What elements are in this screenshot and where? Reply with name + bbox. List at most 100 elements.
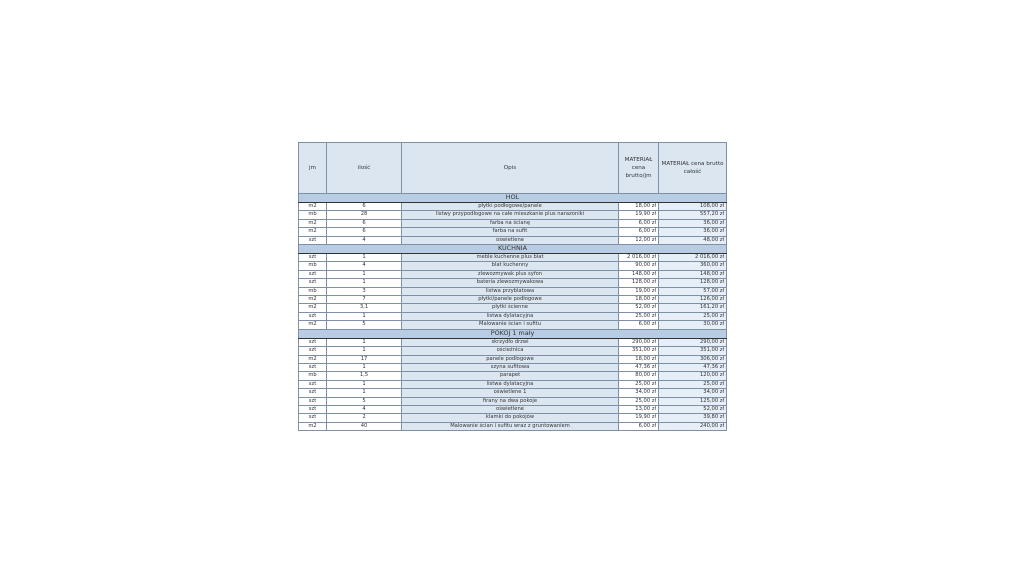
cell-total: 57,00 zł xyxy=(658,286,727,297)
cell-jm: szt xyxy=(298,253,327,263)
cell-description: płytki podłogowe/panele xyxy=(401,201,619,212)
cell-jm: m2 xyxy=(298,354,327,364)
table-row: szt 1 ościeżnica 351,00 zł 351,00 zł xyxy=(298,346,727,356)
cell-quantity: 6 xyxy=(326,218,402,229)
cell-description: blat kuchenny xyxy=(401,261,619,271)
cell-description: panele podłogowe xyxy=(401,354,619,364)
table-row: szt 4 oświetlene 12,00 zł 48,00 zł xyxy=(298,235,727,246)
cell-unit-price: 34,00 zł xyxy=(618,388,659,398)
cell-unit-price: 90,00 zł xyxy=(618,261,659,271)
cell-unit-price: 148,00 zł xyxy=(618,269,659,280)
table-row: szt 1 skrzydło drzwi 290,00 zł 290,00 zł xyxy=(298,337,727,348)
header-row: jm ilość Opis MATERIAŁ cena brutto/jm MA… xyxy=(298,142,727,194)
cell-total: 126,00 zł xyxy=(658,295,727,305)
cell-unit-price: 128,00 zł xyxy=(618,278,659,288)
cell-total: 125,00 zł xyxy=(658,396,727,406)
header-total-price: MATERIAŁ cena brutto całość xyxy=(658,142,727,194)
cell-jm: szt xyxy=(298,396,327,406)
cell-jm: szt xyxy=(298,311,327,322)
table-row: mb 4 blat kuchenny 90,00 zł 360,00 zł xyxy=(298,261,727,271)
cell-jm: mb xyxy=(298,261,327,271)
cell-description: meble kuchenne plus blat xyxy=(401,253,619,263)
table-row: szt 1 listwa dylatacyjna 25,00 zł 25,00 zł xyxy=(298,379,727,390)
table-row: szt 4 oświetlene 13,00 zł 52,00 zł xyxy=(298,404,727,415)
cell-unit-price: 2 016,00 zł xyxy=(618,253,659,263)
cell-total: 36,00 zł xyxy=(658,218,727,229)
cell-description: listwa dylatacyjna xyxy=(401,379,619,390)
cell-description: Malowanie ścian i sufitu wraz z gruntowa… xyxy=(401,421,619,432)
cell-quantity: 3,1 xyxy=(326,303,402,313)
cell-total: 47,36 zł xyxy=(658,362,727,373)
section-title: KUCHNIA xyxy=(298,244,727,255)
cell-description: oświetlene xyxy=(401,404,619,415)
cell-quantity: 1 xyxy=(326,379,402,390)
cell-quantity: 1 xyxy=(326,337,402,348)
cell-quantity: 28 xyxy=(326,210,402,220)
cell-unit-price: 18,00 zł xyxy=(618,295,659,305)
cell-description: firany na dwa pokoje xyxy=(401,396,619,406)
cell-description: skrzydło drzwi xyxy=(401,337,619,348)
cell-jm: szt xyxy=(298,379,327,390)
table-row: szt 1 meble kuchenne plus blat 2 016,00 zł 2… xyxy=(298,253,727,263)
cell-jm: mb xyxy=(298,210,327,220)
section-title: POKÓJ 1 mały xyxy=(298,328,727,339)
table-row: szt 1 listwa dylatacyjna 25,00 zł 25,00 zł xyxy=(298,311,727,322)
cell-total: 108,00 zł xyxy=(658,201,727,212)
cell-unit-price: 351,00 zł xyxy=(618,346,659,356)
cell-jm: m2 xyxy=(298,421,327,432)
cell-unit-price: 19,90 zł xyxy=(618,210,659,220)
cell-total: 120,00 zł xyxy=(658,371,727,381)
cell-unit-price: 6,00 zł xyxy=(618,320,659,330)
cell-quantity: 40 xyxy=(326,421,402,432)
cell-jm: szt xyxy=(298,337,327,348)
table-row: m2 5 Malowanie ścian i sufitu 6,00 zł 30,00 … xyxy=(298,320,727,330)
cell-jm: m2 xyxy=(298,227,327,237)
table-row: m2 40 Malowanie ścian i sufitu wraz z grun… xyxy=(298,421,727,432)
cell-unit-price: 47,36 zł xyxy=(618,362,659,373)
cell-total: 36,00 zł xyxy=(658,227,727,237)
cost-table: jm ilość Opis MATERIAŁ cena brutto/jm MA… xyxy=(298,142,727,432)
cell-quantity: 6 xyxy=(326,227,402,237)
cell-jm: szt xyxy=(298,346,327,356)
table-row: szt 2 klamki do pokojów 19,90 zł 39,80 zł xyxy=(298,413,727,423)
cell-quantity: 3 xyxy=(326,286,402,297)
cell-description: Malowanie ścian i sufitu xyxy=(401,320,619,330)
cell-unit-price: 25,00 zł xyxy=(618,379,659,390)
table-row: m2 7 płytki/panele podłogowe 18,00 zł 126,00… xyxy=(298,295,727,305)
table-row: szt 5 firany na dwa pokoje 25,00 zł 125,00 z… xyxy=(298,396,727,406)
table-row: m2 6 płytki podłogowe/panele 18,00 zł 108,00… xyxy=(298,201,727,212)
cell-total: 25,00 zł xyxy=(658,311,727,322)
table-row: m2 17 panele podłogowe 18,00 zł 306,00 zł xyxy=(298,354,727,364)
cell-unit-price: 6,00 zł xyxy=(618,227,659,237)
cell-quantity: 1 xyxy=(326,269,402,280)
cell-description: szyna sufitowa xyxy=(401,362,619,373)
cell-quantity: 1 xyxy=(326,362,402,373)
cell-total: 2 016,00 zł xyxy=(658,253,727,263)
cell-unit-price: 290,00 zł xyxy=(618,337,659,348)
cell-total: 52,00 zł xyxy=(658,404,727,415)
table-row: mb 28 listwy przypodłogowe na całe mieszka… xyxy=(298,210,727,220)
cell-quantity: 5 xyxy=(326,320,402,330)
cell-unit-price: 25,00 zł xyxy=(618,311,659,322)
cell-total: 39,80 zł xyxy=(658,413,727,423)
cell-quantity: 1 xyxy=(326,311,402,322)
cell-description: zlewozmywak plus syfon xyxy=(401,269,619,280)
cell-jm: m2 xyxy=(298,295,327,305)
cell-unit-price: 19,00 zł xyxy=(618,286,659,297)
cell-total: 34,00 zł xyxy=(658,388,727,398)
section-title: HOL xyxy=(298,193,727,203)
cell-description: ościeżnica xyxy=(401,346,619,356)
cell-quantity: 1 xyxy=(326,278,402,288)
cell-unit-price: 6,00 zł xyxy=(618,218,659,229)
cell-unit-price: 18,00 zł xyxy=(618,354,659,364)
cell-total: 290,00 zł xyxy=(658,337,727,348)
cell-total: 557,20 zł xyxy=(658,210,727,220)
cell-jm: szt xyxy=(298,413,327,423)
cell-quantity: 5 xyxy=(326,396,402,406)
cell-description: listwa przyblatowa xyxy=(401,286,619,297)
cell-jm: szt xyxy=(298,269,327,280)
header-description: Opis xyxy=(401,142,619,194)
cell-unit-price: 12,00 zł xyxy=(618,235,659,246)
table-row: mb 3 listwa przyblatowa 19,00 zł 57,00 zł xyxy=(298,286,727,297)
cell-description: listwy przypodłogowe na całe mieszkanie … xyxy=(401,210,619,220)
